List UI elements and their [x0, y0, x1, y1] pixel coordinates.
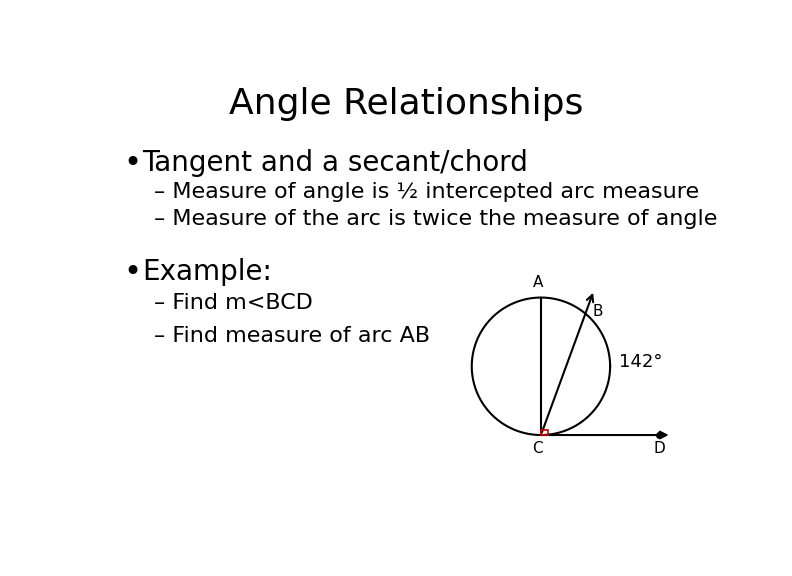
Text: •: • [124, 149, 142, 178]
Text: D: D [653, 441, 665, 456]
Text: – Measure of the arc is twice the measure of angle: – Measure of the arc is twice the measur… [154, 209, 718, 229]
Text: – Measure of angle is ½ intercepted arc measure: – Measure of angle is ½ intercepted arc … [154, 182, 699, 202]
Text: Tangent and a secant/chord: Tangent and a secant/chord [142, 149, 527, 177]
Bar [541, 430, 548, 435]
Text: Example:: Example: [142, 257, 272, 286]
Text: 142°: 142° [619, 353, 663, 371]
Text: A: A [533, 275, 543, 290]
Text: •: • [124, 257, 142, 287]
Text: Angle Relationships: Angle Relationships [229, 87, 583, 121]
Text: B: B [592, 304, 604, 319]
Text: C: C [532, 441, 543, 456]
Text: – Find measure of arc AB: – Find measure of arc AB [154, 327, 430, 346]
Text: – Find m<BCD: – Find m<BCD [154, 293, 313, 313]
